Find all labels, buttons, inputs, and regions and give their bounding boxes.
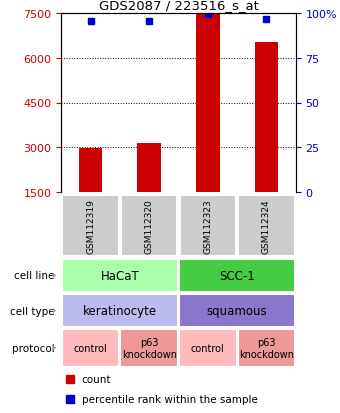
Text: GSM112324: GSM112324 (262, 199, 271, 253)
Bar (255, 43, 278, 192)
Text: GSM112320: GSM112320 (145, 199, 154, 254)
Bar (62, 329, 119, 367)
Text: percentile rank within the sample: percentile rank within the sample (82, 394, 258, 404)
Bar (79, 149, 102, 192)
Bar (180, 195, 236, 257)
Text: cell line: cell line (14, 271, 54, 281)
Bar (62, 195, 119, 257)
Text: keratinocyte: keratinocyte (83, 304, 157, 317)
Bar (238, 195, 295, 257)
Bar (137, 144, 161, 192)
Bar (120, 329, 178, 367)
Title: GDS2087 / 223516_s_at: GDS2087 / 223516_s_at (99, 0, 258, 12)
Text: control: control (191, 343, 225, 353)
Text: squamous: squamous (207, 304, 268, 317)
Text: SCC-1: SCC-1 (219, 269, 255, 282)
Bar (179, 294, 295, 328)
Text: HaCaT: HaCaT (101, 269, 139, 282)
Text: GSM112319: GSM112319 (86, 199, 95, 254)
Bar (179, 329, 237, 367)
Text: control: control (74, 343, 107, 353)
Bar (62, 294, 178, 328)
Bar (238, 329, 295, 367)
Bar (196, 15, 220, 192)
Text: GSM112323: GSM112323 (203, 199, 212, 254)
Text: p63
knockdown: p63 knockdown (239, 337, 294, 359)
Bar (121, 195, 177, 257)
Text: cell type: cell type (10, 306, 54, 316)
Text: count: count (82, 374, 111, 384)
Bar (62, 259, 178, 292)
Text: protocol: protocol (12, 343, 54, 353)
Bar (179, 259, 295, 292)
Text: p63
knockdown: p63 knockdown (122, 337, 177, 359)
